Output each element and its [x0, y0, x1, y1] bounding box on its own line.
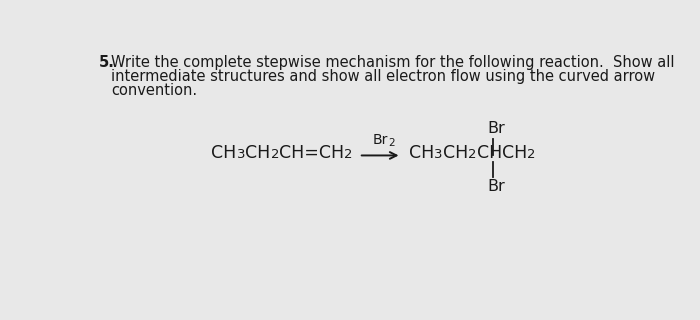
- Text: Write the complete stepwise mechanism for the following reaction.  Show all: Write the complete stepwise mechanism fo…: [111, 55, 674, 70]
- Text: 2: 2: [527, 148, 536, 161]
- Text: CH: CH: [443, 144, 468, 162]
- Text: 5.: 5.: [99, 55, 115, 70]
- Text: Br: Br: [487, 179, 505, 194]
- Text: CH: CH: [245, 144, 270, 162]
- Text: CH: CH: [410, 144, 435, 162]
- Text: CH: CH: [502, 144, 527, 162]
- Text: Br: Br: [372, 133, 388, 147]
- Text: CH: CH: [211, 144, 237, 162]
- Text: 2: 2: [468, 148, 477, 161]
- Text: intermediate structures and show all electron flow using the curved arrow: intermediate structures and show all ele…: [111, 69, 655, 84]
- Text: convention.: convention.: [111, 83, 197, 98]
- Text: Br: Br: [487, 121, 505, 136]
- Text: CH=CH: CH=CH: [279, 144, 344, 162]
- Text: 2: 2: [388, 138, 394, 148]
- Text: 2: 2: [344, 148, 353, 161]
- Text: 3: 3: [435, 148, 443, 161]
- Text: 3: 3: [237, 148, 245, 161]
- Text: CH: CH: [477, 144, 502, 162]
- Text: 2: 2: [270, 148, 279, 161]
